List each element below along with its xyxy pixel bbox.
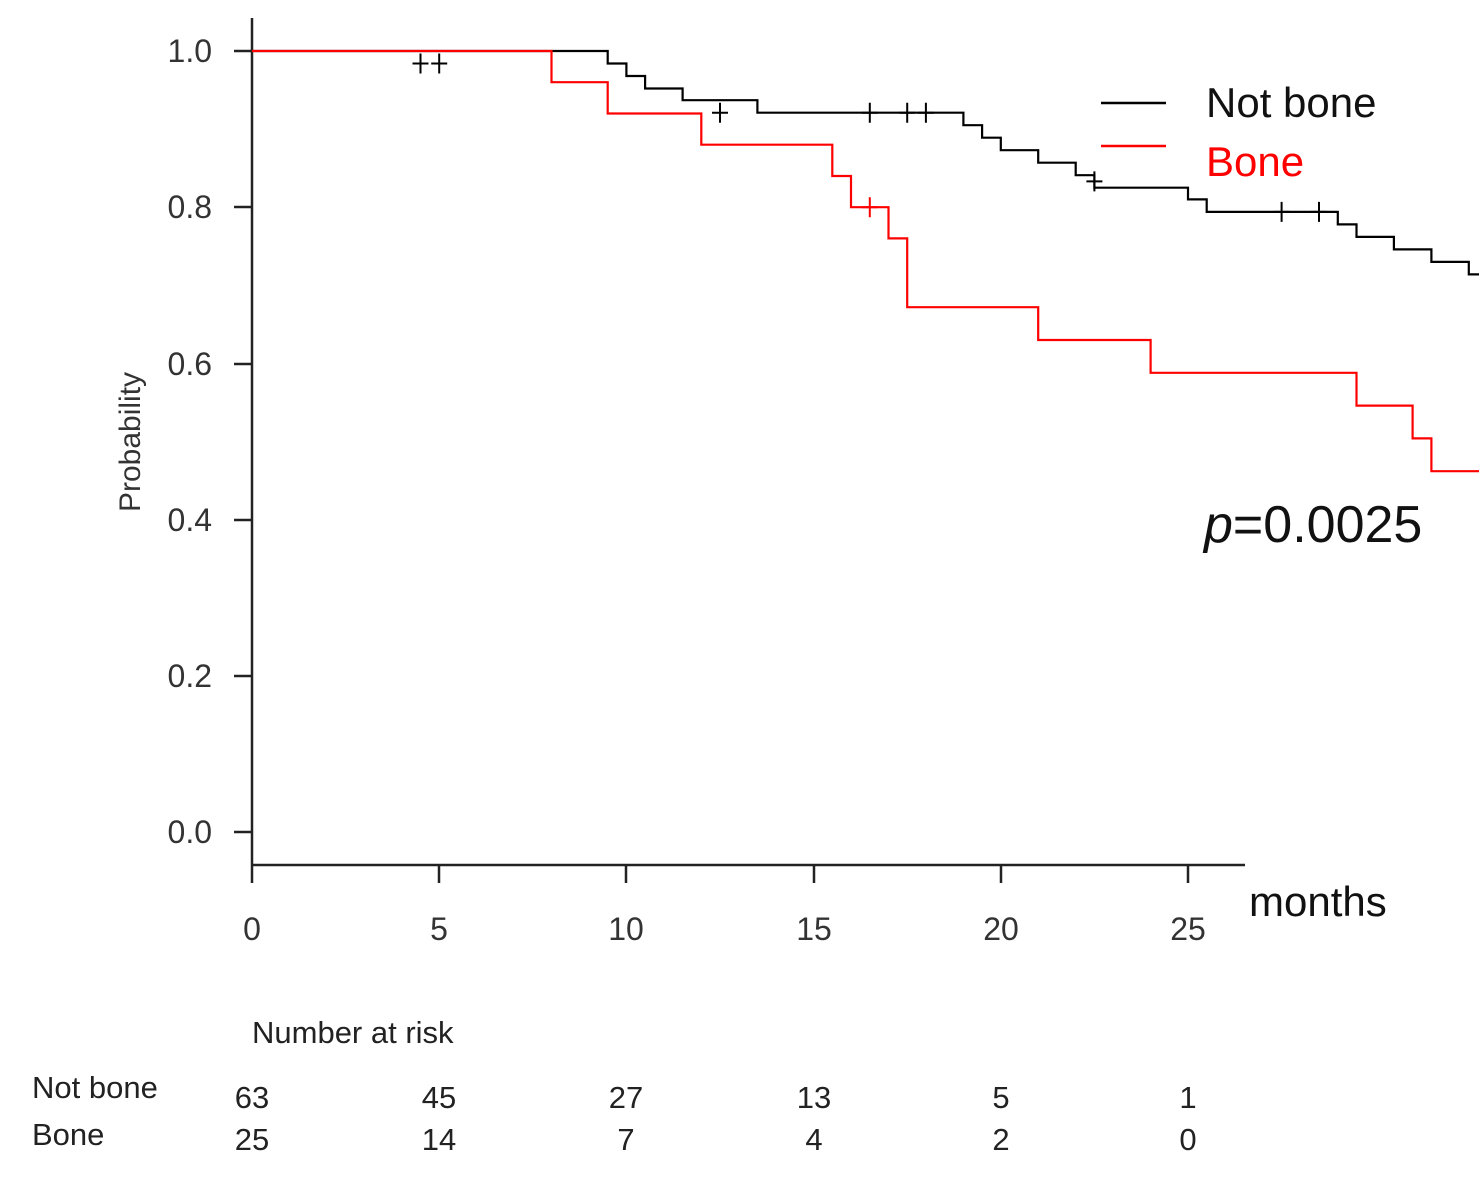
y-tick-label: 1.0 (168, 33, 212, 69)
x-axis-title: months (1249, 878, 1387, 925)
risk-count: 1 (1179, 1080, 1196, 1115)
risk-count: 7 (617, 1122, 634, 1157)
series-layer (252, 49, 1479, 473)
censor-mark-not-bone (917, 102, 934, 123)
y-tick-label: 0.2 (168, 658, 212, 694)
legend-label-not-bone: Not bone (1206, 79, 1376, 126)
censor-mark-not-bone (1086, 171, 1103, 192)
censor-mark-not-bone (712, 102, 728, 123)
series-line-not-bone (252, 49, 1479, 276)
y-tick-1: 0.2 (168, 658, 252, 694)
x-tick-label: 10 (608, 911, 644, 947)
p-value-number: =0.0025 (1233, 496, 1422, 554)
y-tick-label: 0.4 (168, 502, 212, 538)
censor-mark-not-bone (1311, 201, 1327, 222)
y-axis-title: Probability (114, 372, 147, 512)
x-tick-3: 15 (796, 865, 832, 947)
risk-row-label-bone: Bone (32, 1117, 104, 1152)
y-tick-label: 0.6 (168, 346, 212, 382)
x-tick-1: 5 (430, 865, 448, 947)
risk-table: Number at risk Not bone Bone 63 45 27 13… (32, 1015, 1197, 1157)
risk-row-label-not-bone: Not bone (32, 1070, 158, 1105)
y-tick-0: 0.0 (168, 814, 252, 850)
censor-mark-not-bone (412, 53, 429, 74)
y-tick-label: 0.8 (168, 189, 212, 225)
risk-count: 45 (422, 1080, 456, 1115)
risk-count: 4 (805, 1122, 822, 1157)
risk-count: 0 (1179, 1122, 1196, 1157)
censor-mark-not-bone (861, 102, 878, 123)
risk-count: 25 (235, 1122, 269, 1157)
series-line-bone (252, 49, 1479, 473)
x-tick-4: 20 (983, 865, 1019, 947)
p-value-symbol: p (1202, 496, 1233, 554)
x-tick-label: 25 (1170, 911, 1206, 947)
x-tick-label: 5 (430, 911, 448, 947)
x-tick-label: 0 (243, 911, 261, 947)
risk-count: 13 (797, 1080, 831, 1115)
x-tick-5: 25 (1170, 865, 1206, 947)
p-value-annotation: p=0.0025 (1202, 496, 1422, 554)
x-tick-0: 0 (243, 865, 261, 947)
risk-table-title: Number at risk (252, 1015, 454, 1050)
y-tick-4: 0.8 (168, 189, 252, 225)
censor-mark-not-bone (899, 102, 916, 123)
censor-mark-not-bone (431, 53, 448, 74)
censor-mark-bone (861, 197, 878, 218)
censor-mark-not-bone (1273, 201, 1290, 222)
y-tick-label: 0.0 (168, 814, 212, 850)
y-tick-3: 0.6 (168, 346, 252, 382)
legend-label-bone: Bone (1206, 138, 1304, 185)
x-tick-label: 15 (796, 911, 832, 947)
y-tick-5: 1.0 (168, 33, 252, 69)
risk-count: 2 (992, 1122, 1009, 1157)
risk-count: 5 (992, 1080, 1009, 1115)
y-tick-2: 0.4 (168, 502, 252, 538)
x-tick-label: 20 (983, 911, 1019, 947)
legend: Not bone Bone (1101, 79, 1376, 185)
risk-count: 27 (609, 1080, 643, 1115)
risk-count: 14 (422, 1122, 456, 1157)
risk-count: 63 (235, 1080, 269, 1115)
x-tick-2: 10 (608, 865, 644, 947)
